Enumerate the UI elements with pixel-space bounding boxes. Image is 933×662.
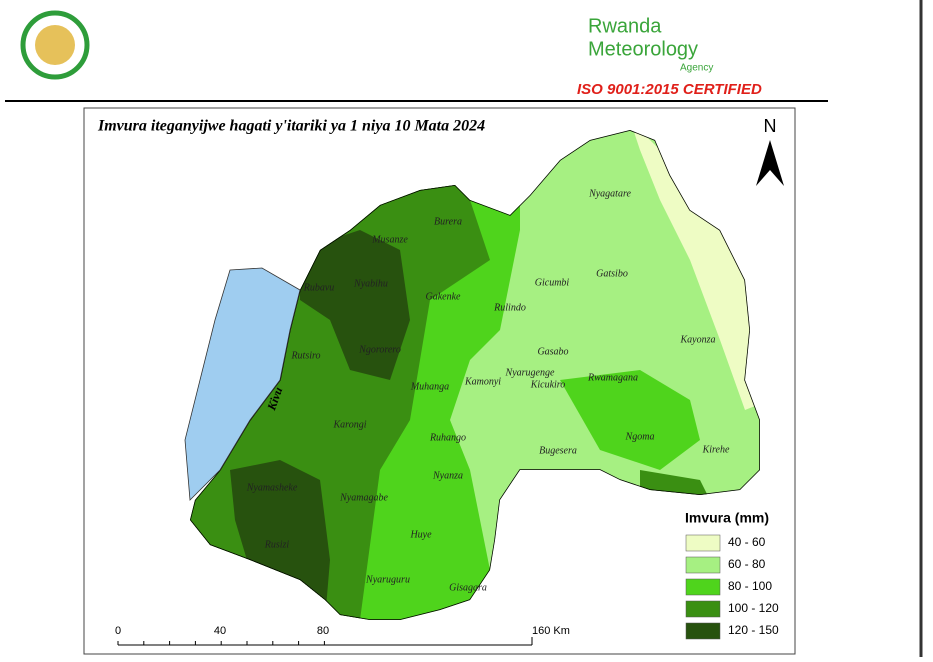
- district-label: Kirehe: [702, 444, 730, 455]
- district-label: Burera: [434, 216, 462, 227]
- district-label: Ngororero: [358, 344, 401, 355]
- legend-swatch: [685, 600, 721, 618]
- map-title: Imvura iteganyijwe hagati y'itariki ya 1…: [97, 118, 485, 135]
- district-label: Rulindo: [493, 302, 526, 313]
- district-label: Rwamagana: [587, 372, 638, 383]
- brand-name: Rwanda: [588, 15, 662, 37]
- district-label: Gicumbi: [535, 277, 570, 288]
- district-label: Nyanza: [432, 470, 463, 481]
- district-label: Nyamagabe: [339, 492, 388, 503]
- rainfall-zone: [300, 230, 410, 380]
- district-label: Kayonza: [680, 334, 716, 345]
- north-label: N: [764, 116, 777, 136]
- brand-sub: Agency: [680, 63, 713, 74]
- north-arrow: [756, 140, 784, 186]
- rainfall-zone: [560, 370, 700, 470]
- scale-label: 40: [214, 625, 226, 637]
- district-label: Gakenke: [426, 291, 462, 302]
- legend-label: 60 - 80: [728, 557, 766, 571]
- district-label: Huye: [409, 529, 432, 540]
- legend-swatch: [685, 578, 721, 596]
- legend-label: 120 - 150: [728, 623, 779, 637]
- certification: ISO 9001:2015 CERTIFIED: [577, 81, 762, 98]
- district-label: Nyarugenge: [505, 367, 555, 378]
- district-label: Nyabihu: [353, 278, 388, 289]
- district-label: Muhanga: [410, 381, 449, 392]
- scale-label: 160 Km: [532, 625, 570, 637]
- scale-label: 0: [115, 625, 121, 637]
- district-label: Kicukiro: [530, 379, 566, 390]
- rainfall-zone: [230, 460, 330, 620]
- brand-name: Meteorology: [588, 38, 698, 60]
- legend-swatch: [685, 556, 721, 574]
- district-label: Ruhango: [429, 432, 466, 443]
- district-label: Musanze: [371, 234, 408, 245]
- lake-kivu: [184, 267, 301, 501]
- district-label: Rusizi: [264, 539, 290, 550]
- rainfall-zone: [630, 130, 760, 410]
- coat-of-arms-inner: [35, 25, 75, 65]
- legend-label: 100 - 120: [728, 601, 779, 615]
- legend-swatch: [685, 622, 721, 640]
- legend-label: 80 - 100: [728, 579, 772, 593]
- district-label: Rubavu: [303, 282, 335, 293]
- district-label: Gisagara: [449, 582, 487, 593]
- district-label: Rutsiro: [290, 350, 320, 361]
- district-label: Gasabo: [537, 346, 568, 357]
- district-label: Nyagatare: [588, 188, 631, 199]
- district-label: Bugesera: [539, 445, 577, 456]
- legend-swatch: [685, 534, 721, 552]
- legend-label: 40 - 60: [728, 535, 766, 549]
- district-label: Ngoma: [625, 431, 655, 442]
- district-label: Gatsibo: [596, 268, 628, 279]
- district-label: Karongi: [333, 419, 367, 430]
- scale-label: 80: [317, 625, 329, 637]
- legend-title: Imvura (mm): [685, 510, 769, 526]
- district-label: Kamonyi: [464, 376, 501, 387]
- district-label: Nyamasheke: [246, 482, 298, 493]
- district-label: Nyaruguru: [365, 574, 410, 585]
